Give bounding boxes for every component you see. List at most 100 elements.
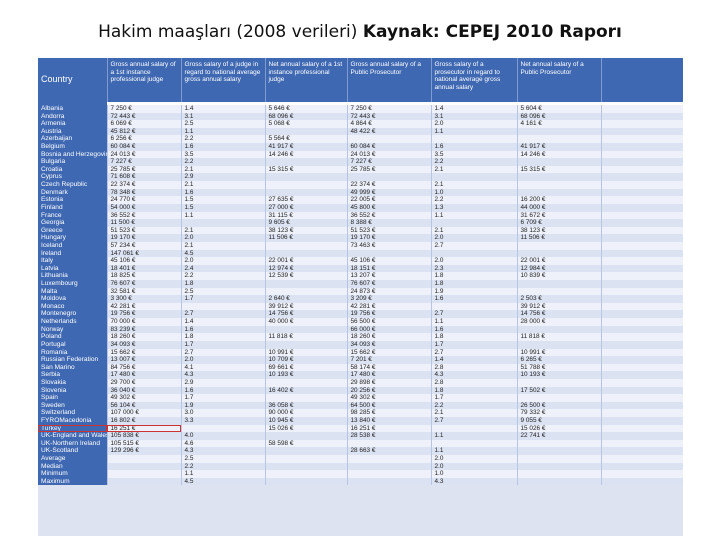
country-cell: Luxembourg bbox=[38, 280, 108, 288]
net-judge-cell bbox=[265, 447, 348, 456]
gross-judge-cell: 36 552 € bbox=[107, 211, 182, 220]
table-row: Poland 18 260 €1.8 11 818 €18 260 €1.8 11 8… bbox=[38, 333, 683, 341]
gross-prosecutor-cell: 72 443 € bbox=[347, 112, 432, 121]
gross-prosecutor-cell: 45 106 € bbox=[347, 257, 432, 265]
ratio-prosecutor-cell: 1.1 bbox=[431, 447, 518, 456]
net-judge-cell: 15 026 € bbox=[265, 424, 348, 433]
table-row: Spain 49 302 €1.7 49 302 €1.7 bbox=[38, 394, 683, 402]
table-row: Albania 7 250 €1.4 5 646 €7 250 €1.4 5 604 … bbox=[38, 105, 683, 113]
net-prosecutor-cell: 15 315 € bbox=[517, 165, 602, 174]
empty-cell bbox=[601, 249, 683, 258]
gross-prosecutor-cell: 13 840 € bbox=[347, 416, 432, 425]
country-cell: Maximum bbox=[38, 477, 108, 486]
country-cell: Moldova bbox=[38, 295, 108, 303]
empty-cell bbox=[601, 112, 683, 121]
ratio-prosecutor-cell: 3.1 bbox=[431, 112, 518, 121]
country-cell: Malta bbox=[38, 287, 108, 296]
table-row: Estonia 24 770 €1.5 27 635 €22 005 €2.2 16 … bbox=[38, 196, 683, 204]
net-judge-cell bbox=[265, 477, 348, 486]
ratio-prosecutor-cell: 2.7 bbox=[431, 416, 518, 425]
ratio-judge-cell: 2.2 bbox=[181, 135, 266, 144]
net-judge-cell bbox=[265, 462, 348, 471]
gross-prosecutor-cell: 34 093 € bbox=[347, 340, 432, 349]
gross-judge-cell: 19 756 € bbox=[107, 310, 182, 319]
gross-judge-cell: 22 374 € bbox=[107, 181, 182, 189]
ratio-prosecutor-cell: 1.1 bbox=[431, 318, 518, 326]
country-cell: Norway bbox=[38, 325, 108, 334]
gross-prosecutor-cell: 66 000 € bbox=[347, 325, 432, 334]
net-prosecutor-cell: 44 000 € bbox=[517, 203, 602, 212]
spacer-cell bbox=[601, 102, 683, 105]
net-judge-cell: 14 756 € bbox=[265, 310, 348, 319]
spacer-cell bbox=[107, 102, 181, 105]
gross-prosecutor-cell: 28 663 € bbox=[347, 447, 432, 456]
net-prosecutor-cell bbox=[517, 394, 602, 402]
ratio-judge-cell: 2.0 bbox=[181, 257, 266, 265]
country-cell: Albania bbox=[38, 105, 108, 113]
country-cell: Austria bbox=[38, 127, 108, 136]
empty-cell bbox=[601, 409, 683, 417]
table-row: UK-Northern Ireland 105 515 €4.6 58 598 € bbox=[38, 439, 683, 448]
gross-judge-cell: 29 700 € bbox=[107, 378, 182, 387]
net-prosecutor-cell: 31 672 € bbox=[517, 211, 602, 220]
spacer-cell bbox=[38, 102, 107, 105]
ratio-prosecutor-cell bbox=[431, 302, 518, 311]
table-row: Malta 32 581 €2.5 24 873 €1.9 bbox=[38, 287, 683, 296]
table-row: Cyprus 71 608 €2.9 bbox=[38, 173, 683, 182]
net-judge-cell: 9 605 € bbox=[265, 219, 348, 227]
ratio-judge-cell: 4.5 bbox=[181, 477, 266, 486]
empty-cell bbox=[601, 432, 683, 440]
net-prosecutor-cell: 14 246 € bbox=[517, 150, 602, 159]
gross-prosecutor-cell: 17 480 € bbox=[347, 371, 432, 379]
ratio-prosecutor-cell: 2.2 bbox=[431, 158, 518, 166]
header-row: Country Gross annual salary of a 1st ins… bbox=[38, 58, 683, 102]
gross-judge-cell bbox=[107, 455, 182, 463]
net-judge-cell bbox=[265, 470, 348, 478]
net-prosecutor-cell bbox=[517, 477, 602, 486]
net-judge-cell: 11 818 € bbox=[265, 333, 348, 341]
gross-judge-cell bbox=[107, 477, 182, 486]
spacer-cell bbox=[517, 102, 601, 105]
gross-judge-cell: 17 480 € bbox=[107, 371, 182, 379]
empty-cell bbox=[601, 302, 683, 311]
net-prosecutor-cell bbox=[517, 280, 602, 288]
ratio-prosecutor-cell: 2.1 bbox=[431, 181, 518, 189]
empty-cell bbox=[601, 470, 683, 478]
gross-prosecutor-cell: 58 174 € bbox=[347, 363, 432, 372]
net-judge-cell: 16 402 € bbox=[265, 386, 348, 395]
gross-judge-cell: 16 251 € bbox=[107, 424, 182, 433]
country-cell: Iceland bbox=[38, 241, 108, 250]
empty-cell bbox=[601, 203, 683, 212]
net-prosecutor-cell: 14 756 € bbox=[517, 310, 602, 319]
net-judge-cell bbox=[265, 280, 348, 288]
country-cell: Lithuania bbox=[38, 272, 108, 281]
net-prosecutor-cell: 10 991 € bbox=[517, 348, 602, 357]
country-cell: Czech Republic bbox=[38, 181, 108, 189]
table-row: Czech Republic 22 374 €2.1 22 374 €2.1 bbox=[38, 181, 683, 189]
country-cell: San Marino bbox=[38, 363, 108, 372]
country-cell: UK-Scotland bbox=[38, 447, 108, 456]
spacer-cell bbox=[431, 102, 517, 105]
net-judge-cell: 10 193 € bbox=[265, 371, 348, 379]
gross-prosecutor-cell: 13 207 € bbox=[347, 272, 432, 281]
net-judge-cell bbox=[265, 241, 348, 250]
empty-cell bbox=[601, 143, 683, 151]
ratio-judge-cell: 2.7 bbox=[181, 310, 266, 319]
empty-cell bbox=[601, 188, 683, 197]
gross-prosecutor-cell: 56 500 € bbox=[347, 318, 432, 326]
country-cell: FYROMacedonia bbox=[38, 416, 108, 425]
table-row: Denmark 78 348 €1.6 49 999 €1.0 bbox=[38, 188, 683, 197]
gross-prosecutor-cell: 19 170 € bbox=[347, 234, 432, 242]
empty-cell bbox=[601, 211, 683, 220]
column-header-net-judge: Net annual salary of a 1st instance prof… bbox=[265, 58, 348, 102]
empty-cell bbox=[601, 158, 683, 166]
ratio-prosecutor-cell bbox=[431, 135, 518, 144]
net-prosecutor-cell: 41 917 € bbox=[517, 143, 602, 151]
ratio-prosecutor-cell: 1.0 bbox=[431, 470, 518, 478]
gross-prosecutor-cell bbox=[347, 135, 432, 144]
gross-prosecutor-cell: 22 374 € bbox=[347, 181, 432, 189]
empty-cell bbox=[601, 455, 683, 463]
gross-prosecutor-cell: 19 756 € bbox=[347, 310, 432, 319]
gross-judge-cell: 45 812 € bbox=[107, 127, 182, 136]
table-row: Finland 54 000 €1.5 27 000 €45 800 €1.3 44 … bbox=[38, 203, 683, 212]
